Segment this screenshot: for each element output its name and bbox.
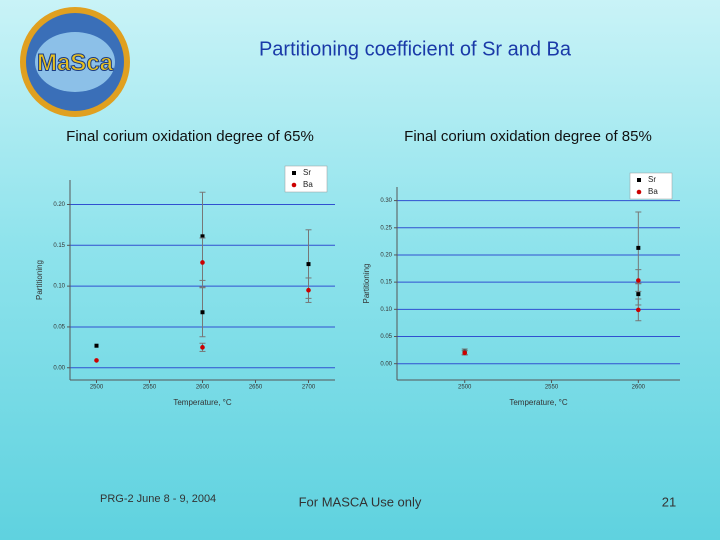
point — [306, 262, 311, 267]
point — [462, 350, 468, 356]
y-tick-label: 0.10 — [380, 307, 392, 313]
legend-box — [629, 172, 673, 200]
y-tick-label: 0.15 — [53, 243, 65, 249]
x-tick-label: 2500 — [90, 385, 104, 391]
y-axis-label: Partitioning — [362, 263, 371, 303]
y-tick-label: 0.20 — [53, 202, 65, 208]
legend-label: Ba — [648, 187, 658, 196]
y-tick-label: 0.00 — [380, 361, 392, 367]
x-tick-label: 2650 — [249, 385, 263, 391]
slide-title: Partitioning coefficient of Sr and Ba — [259, 38, 572, 60]
chart-title: Final corium oxidation degree of 85% — [404, 128, 652, 145]
logo: MaSca — [20, 7, 130, 117]
point — [94, 358, 99, 363]
y-tick-label: 0.05 — [53, 325, 65, 331]
legend-marker — [637, 178, 641, 182]
legend-label: Ba — [303, 180, 313, 189]
legend-label: Sr — [303, 168, 311, 177]
legend-box — [284, 165, 328, 193]
x-axis-label: Temperature, °C — [173, 398, 232, 407]
chart-title: Final corium oxidation degree of 65% — [66, 128, 314, 145]
footer-left: PRG-2 June 8 - 9, 2004 — [100, 493, 216, 505]
logo-text: MaSca — [37, 49, 114, 76]
point — [636, 278, 641, 283]
point — [636, 307, 641, 313]
y-tick-label: 0.05 — [380, 334, 392, 340]
x-tick-label: 2600 — [196, 385, 210, 391]
y-tick-label: 0.30 — [380, 198, 392, 204]
legend-marker — [291, 182, 297, 188]
point — [200, 345, 205, 350]
x-tick-label: 2550 — [545, 385, 559, 391]
point — [200, 260, 205, 265]
y-tick-label: 0.10 — [53, 284, 65, 290]
point — [636, 245, 641, 250]
logo-globe — [35, 32, 115, 92]
x-tick-label: 2700 — [302, 385, 316, 391]
y-tick-label: 0.20 — [380, 253, 392, 259]
x-axis-label: Temperature, °C — [509, 398, 568, 407]
x-tick-label: 2550 — [143, 385, 157, 391]
legend-marker — [636, 189, 642, 195]
point — [200, 310, 205, 315]
point — [94, 343, 99, 348]
y-tick-label: 0.25 — [380, 225, 392, 231]
legend-label: Sr — [648, 175, 656, 184]
y-tick-label: 0.15 — [380, 280, 392, 286]
point — [306, 287, 311, 293]
page-number: 21 — [662, 494, 676, 509]
footer-center: For MASCA Use only — [299, 494, 422, 509]
x-tick-label: 2600 — [632, 385, 646, 391]
x-tick-label: 2500 — [458, 385, 472, 391]
y-axis-label: Partitioning — [35, 260, 44, 300]
y-tick-label: 0.00 — [53, 365, 65, 371]
legend-marker — [292, 171, 296, 175]
point — [200, 234, 205, 239]
point — [636, 292, 641, 297]
